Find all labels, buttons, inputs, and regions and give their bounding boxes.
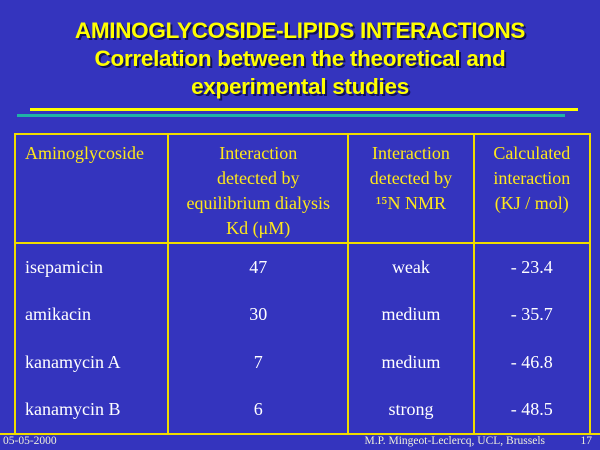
footer-page-number: 17 xyxy=(580,435,593,447)
title-underline-teal xyxy=(17,114,565,117)
cell-drug-name: amikacin xyxy=(25,304,91,325)
cell-kj-value: - 35.7 xyxy=(472,291,589,339)
header-line: Interaction xyxy=(371,143,450,163)
header-line: Interaction xyxy=(219,143,298,163)
cell-nmr-result: strong xyxy=(347,385,472,433)
header-line: detected by xyxy=(217,168,300,188)
slide-title-line-2: Correlation between the theoretical and xyxy=(94,46,506,71)
header-line: equilibrium dialysis xyxy=(186,193,330,213)
cell-nmr-result: weak xyxy=(347,244,472,292)
column-header-aminoglycoside: Aminoglycoside xyxy=(16,135,168,244)
footer-divider xyxy=(0,433,600,435)
slide-title-line-1: AMINOGLYCOSIDE-LIPIDS INTERACTIONS xyxy=(74,18,526,43)
cell-drug-name: isepamicin xyxy=(25,257,103,278)
slide-title-line-3: experimental studies xyxy=(191,74,409,99)
header-line: Kd (μM) xyxy=(226,218,291,238)
slide-title: AMINOGLYCOSIDE-LIPIDS INTERACTIONS Corre… xyxy=(0,17,600,101)
header-line: Aminoglycoside xyxy=(25,143,144,163)
footer-date: 05-05-2000 xyxy=(3,435,57,447)
column-header-calculated-interaction: Calculated interaction (KJ / mol) xyxy=(472,135,589,244)
cell-drug-name: kanamycin A xyxy=(25,351,121,372)
column-header-nmr: Interaction detected by ¹⁵N NMR xyxy=(347,135,473,244)
cell-kd-value: 7 xyxy=(167,338,347,386)
interactions-table: Aminoglycoside Interaction detected by e… xyxy=(14,133,591,433)
column-header-equilibrium-dialysis: Interaction detected by equilibrium dial… xyxy=(167,135,348,244)
footer-credit: M.P. Mingeot-Leclercq, UCL, Brussels xyxy=(364,435,545,447)
header-line: interaction xyxy=(493,168,571,188)
title-underline-yellow xyxy=(30,108,578,111)
cell-kj-value: - 23.4 xyxy=(472,244,589,292)
cell-kd-value: 30 xyxy=(167,291,347,339)
cell-nmr-result: medium xyxy=(347,338,472,386)
cell-nmr-result: medium xyxy=(347,291,472,339)
header-line: detected by xyxy=(369,168,453,188)
header-line: ¹⁵N NMR xyxy=(375,193,447,213)
header-line: Calculated xyxy=(493,143,571,163)
cell-drug-name: kanamycin B xyxy=(25,398,121,419)
header-line: (KJ / mol) xyxy=(494,193,569,213)
cell-kj-value: - 46.8 xyxy=(472,338,589,386)
cell-kj-value: - 48.5 xyxy=(472,385,589,433)
cell-kd-value: 47 xyxy=(167,244,347,292)
cell-kd-value: 6 xyxy=(167,385,347,433)
